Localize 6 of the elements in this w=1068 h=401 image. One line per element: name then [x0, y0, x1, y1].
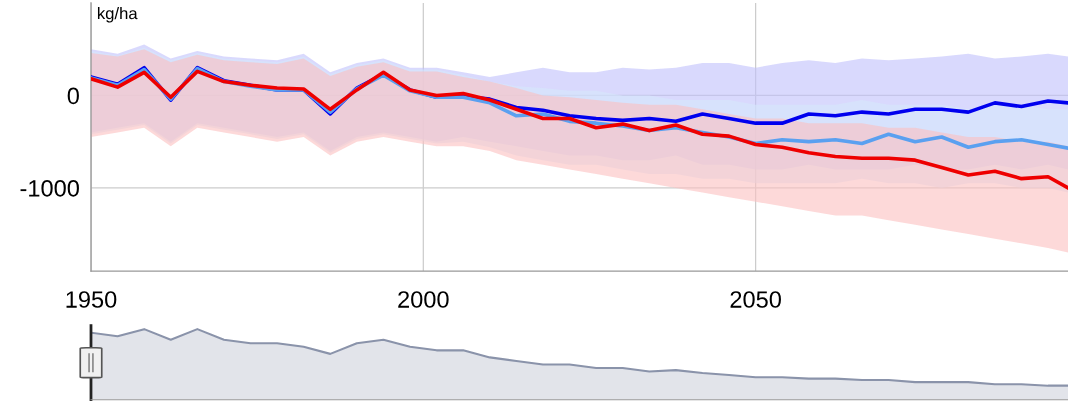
y-tick-label: 0	[67, 87, 79, 105]
x-tick-label: 1950	[66, 291, 117, 308]
y-tick-label: -1000	[20, 179, 79, 197]
x-tick-label: 2050	[730, 291, 781, 308]
x-tick-label: 2000	[398, 291, 449, 308]
y-axis-title: kg/ha	[97, 7, 138, 23]
